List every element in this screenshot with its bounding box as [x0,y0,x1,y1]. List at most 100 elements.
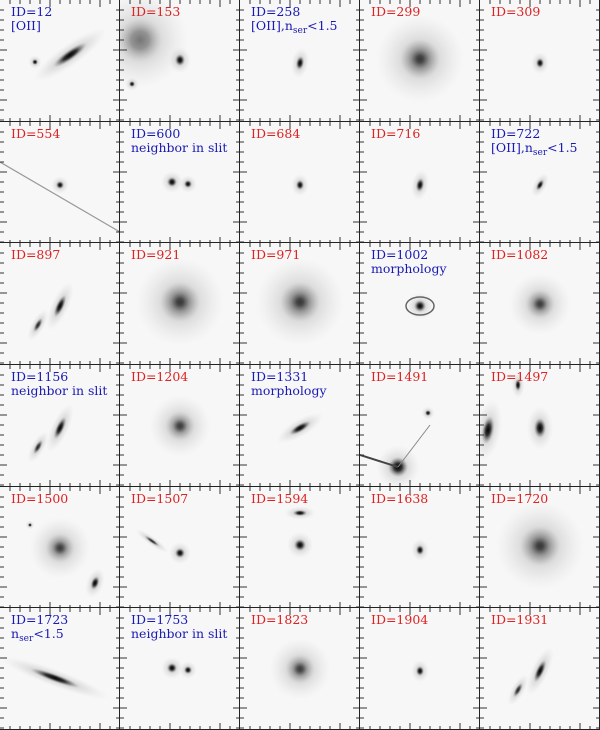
panel-id: ID=1823 [251,612,309,628]
galaxy-panel: ID=1497 [480,364,600,487]
galaxy-image [480,243,599,364]
panel-label: ID=1331 morphology [251,368,327,398]
panel-label: ID=1156 neighbor in slit [11,368,108,398]
panel-id: ID=309 [491,4,541,19]
panel-note: neighbor in slit [11,382,108,398]
galaxy-image [120,0,239,121]
galaxy-panel: ID=1931 [480,608,600,730]
galaxy-panel: ID=722 [OII],nser<1.5 [480,121,600,244]
panel-label: ID=12 [OII] [11,5,52,33]
galaxy-panel: ID=1594 [240,486,360,609]
galaxy-panel: ID=1500 [0,486,120,609]
galaxy-image [360,364,479,486]
galaxy-image [240,243,359,364]
galaxy-panel: ID=1823 [240,608,360,730]
panel-label: ID=1204 [131,368,189,384]
panel-id: ID=1904 [371,612,429,628]
panel-label: ID=1753 neighbor in slit [131,613,227,641]
galaxy-panel: ID=1491 [360,364,480,487]
panel-label: ID=1497 [491,368,549,384]
panel-label: ID=600 neighbor in slit [131,125,228,155]
panel-id: ID=1204 [131,368,189,384]
panel-label: ID=684 [251,125,301,141]
panel-id: ID=1497 [491,368,549,384]
galaxy-image [480,364,599,486]
panel-label: ID=1594 [251,490,309,506]
galaxy-panel: ID=897 [0,243,120,365]
panel-id: ID=921 [131,247,181,263]
panel-label: ID=258 [OII],nser<1.5 [251,5,338,38]
galaxy-panel: ID=258 [OII],nser<1.5 [240,0,360,122]
panel-label: ID=1638 [371,490,429,506]
panel-label: ID=1002 morphology [371,248,447,276]
panel-id: ID=1638 [371,490,429,506]
panel-id: ID=1720 [491,490,549,506]
panel-id: ID=1331 [251,368,309,384]
panel-note: morphology [251,382,327,398]
galaxy-panel: ID=309 [480,0,600,122]
panel-id: ID=554 [11,125,61,141]
panel-label: ID=1491 [371,368,429,384]
panel-id: ID=258 [251,4,301,19]
panel-note: neighbor in slit [131,626,228,642]
panel-id: ID=1500 [11,490,69,506]
panel-id: ID=1156 [11,368,69,384]
panel-label: ID=1720 [491,490,549,506]
panel-id: ID=897 [11,247,61,263]
panel-label: ID=554 [11,125,61,141]
galaxy-panel: ID=600 neighbor in slit [120,121,240,244]
galaxy-panel: ID=1638 [360,486,480,609]
panel-id: ID=1507 [131,490,189,506]
galaxy-panel: ID=1204 [120,364,240,487]
panel-id: ID=1753 [131,612,189,628]
panel-label: ID=299 [371,5,420,19]
panel-note: neighbor in slit [131,139,228,155]
panel-id: ID=153 [131,4,181,19]
galaxy-panel: ID=1002 morphology [360,243,480,365]
panel-id: ID=1931 [491,612,549,628]
panel-id: ID=716 [371,125,421,141]
panel-label: ID=1931 [491,613,548,627]
panel-note: [OII] [11,18,41,33]
panel-id: ID=1594 [251,490,309,506]
galaxy-panel: ID=554 [0,121,120,244]
panel-label: ID=1082 [491,248,548,262]
panel-id: ID=1491 [371,368,429,384]
galaxy-image [120,243,239,364]
panel-id: ID=1082 [491,247,549,263]
galaxy-panel: ID=299 [360,0,480,122]
panel-id: ID=722 [491,125,541,141]
galaxy-image [0,486,119,608]
galaxy-panel: ID=153 [120,0,240,122]
galaxy-panel: ID=1156 neighbor in slit [0,364,120,487]
panel-label: ID=1500 [11,490,69,506]
panel-label: ID=897 [11,248,60,262]
galaxy-panel: ID=1723 nser<1.5 [0,608,120,730]
galaxy-panel: ID=971 [240,243,360,365]
panel-id: ID=971 [251,247,301,263]
galaxy-panel: ID=1331 morphology [240,364,360,487]
galaxy-panel: ID=716 [360,121,480,244]
panel-label: ID=921 [131,248,180,262]
galaxy-image [480,486,599,608]
panel-id: ID=1002 [371,247,429,263]
panel-note: morphology [371,261,447,277]
panel-id: ID=684 [251,125,301,141]
panel-id: ID=12 [11,4,53,19]
panel-label: ID=971 [251,248,300,262]
panel-label: ID=1507 [131,490,189,506]
panel-label: ID=716 [371,125,421,141]
panel-label: ID=1904 [371,613,428,627]
galaxy-panel: ID=1753 neighbor in slit [120,608,240,730]
panel-id: ID=299 [371,4,421,19]
galaxy-panel: ID=1507 [120,486,240,609]
galaxy-image [120,364,239,486]
panel-id: ID=600 [131,125,181,141]
galaxy-panel: ID=1082 [480,243,600,365]
galaxy-panel: ID=1904 [360,608,480,730]
panel-label: ID=309 [491,5,540,19]
panel-label: ID=153 [131,5,180,19]
galaxy-panel: ID=684 [240,121,360,244]
panel-label: ID=1823 [251,613,308,627]
